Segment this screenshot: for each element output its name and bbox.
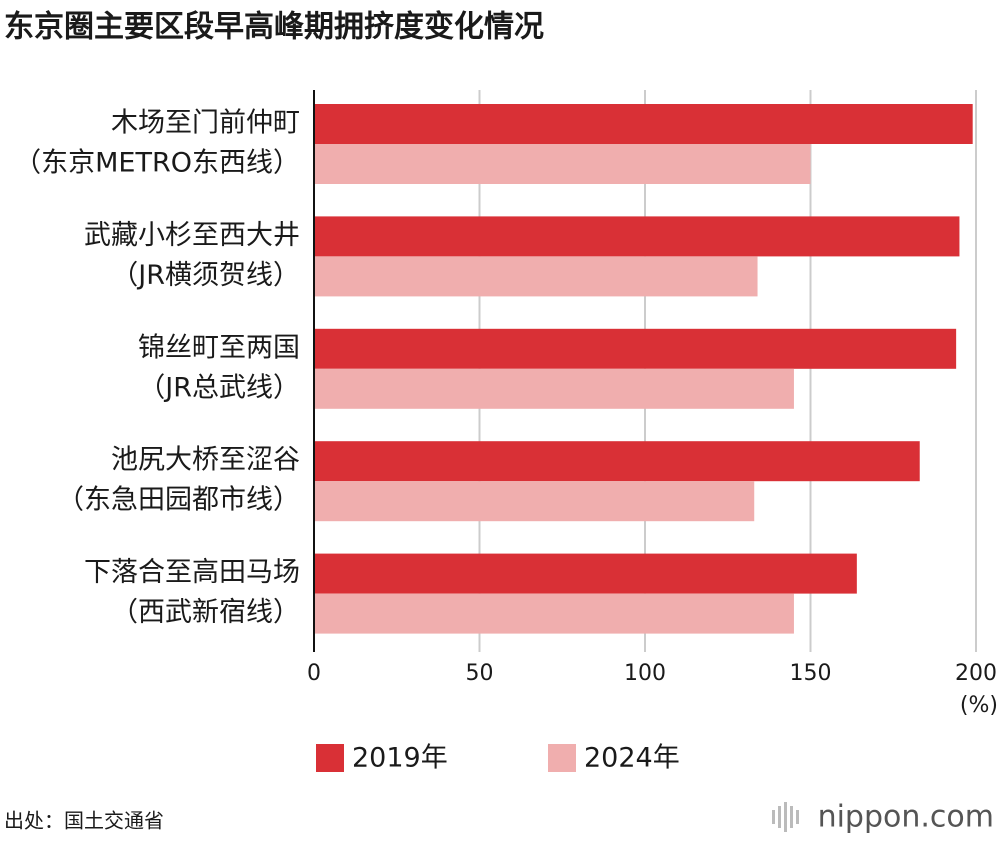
bar	[314, 481, 755, 522]
y-tick-label: （东急田园都市线）	[57, 485, 300, 516]
x-tick-label: 50	[466, 661, 494, 686]
x-tick-label: 150	[790, 661, 832, 686]
bar	[314, 144, 811, 184]
bar	[314, 593, 794, 634]
x-tick-label: 0	[307, 661, 321, 686]
y-tick-label: （JR横须贺线）	[111, 260, 300, 291]
brand: nippon.com	[818, 800, 994, 835]
bar	[314, 368, 794, 409]
bar	[314, 553, 857, 594]
y-tick-label: （东京METRO东西线）	[14, 148, 300, 179]
y-tick-label: 木场至门前仲町	[111, 108, 300, 139]
source: 出处：国土交通省	[4, 809, 164, 833]
x-tick-label: 200	[955, 661, 997, 686]
legend-swatch	[316, 744, 344, 772]
legend-swatch	[548, 744, 576, 772]
y-tick-label: 池尻大桥至涩谷	[111, 445, 300, 476]
bar	[314, 328, 957, 369]
y-tick-label: （西武新宿线）	[111, 597, 300, 628]
x-tick-label: 100	[624, 661, 666, 686]
legend-label: 2024年	[584, 743, 680, 774]
y-tick-label: 锦丝町至两国	[138, 332, 300, 363]
y-tick-label: （JR总武线）	[138, 372, 300, 403]
bar	[314, 216, 960, 257]
bar	[314, 104, 973, 144]
bar	[314, 441, 920, 482]
chart-title: 东京圈主要区段早高峰期拥挤度变化情况	[4, 10, 544, 45]
brand-icon	[772, 802, 799, 832]
x-unit: (%)	[960, 693, 998, 718]
bar	[314, 256, 758, 297]
y-tick-label: 武藏小杉至西大井	[84, 220, 300, 251]
legend-label: 2019年	[352, 743, 448, 774]
y-tick-label: 下落合至高田马场	[84, 557, 300, 588]
